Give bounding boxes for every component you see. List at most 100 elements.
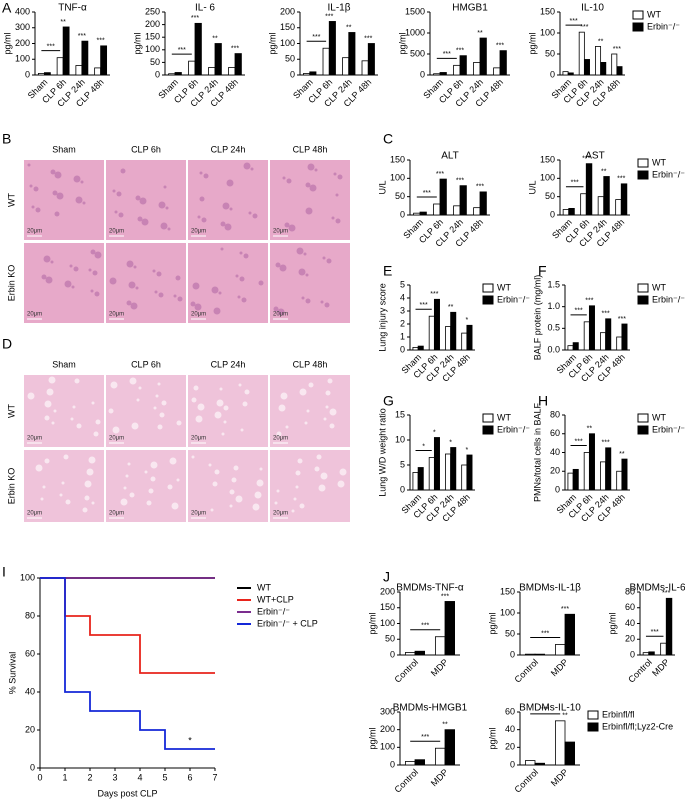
- panel-label: J: [383, 569, 390, 585]
- tissue-texture: [169, 457, 177, 465]
- chart-title: BMDMs-IL-6: [629, 583, 685, 594]
- significance-label: **: [212, 35, 218, 42]
- tissue-texture: [240, 428, 244, 432]
- y-tick-label: 300: [15, 22, 30, 32]
- y-tick-label: 20: [25, 724, 35, 734]
- significance-label: ***: [585, 298, 593, 305]
- x-tick-label: Control: [393, 657, 421, 685]
- y-tick-label: 250: [145, 6, 160, 16]
- y-tick-label: 100: [540, 27, 555, 37]
- legend-swatch: [587, 710, 599, 720]
- tissue-texture: [64, 280, 72, 288]
- scale-label: 20μm: [109, 436, 124, 442]
- bar: [450, 447, 457, 491]
- x-tick-label: MDP: [549, 657, 570, 678]
- tissue-texture: [296, 247, 304, 255]
- y-tick-label: 200: [380, 724, 395, 734]
- panel-label: A: [2, 0, 12, 16]
- bar: [194, 22, 202, 76]
- significance-label: ***: [456, 178, 464, 185]
- bar: [303, 73, 311, 76]
- y-tick-label: 300: [380, 706, 395, 716]
- tissue-texture: [165, 206, 169, 210]
- chart-title: AST: [585, 151, 604, 162]
- significance-label: **: [60, 19, 66, 26]
- legend-swatch: [637, 425, 649, 435]
- bar: [37, 73, 45, 76]
- y-axis-label: pg/ml: [2, 32, 12, 54]
- panel-label: B: [2, 131, 11, 147]
- bar: [444, 729, 456, 766]
- significance-label: *: [422, 443, 425, 450]
- tissue-texture: [120, 498, 128, 506]
- histology-image: [106, 243, 186, 323]
- y-axis-label: U/L: [377, 180, 387, 194]
- tissue-texture: [304, 421, 308, 425]
- bar: [413, 212, 421, 216]
- y-tick-label: 0: [25, 69, 30, 79]
- x-tick-label: MDP: [429, 767, 450, 788]
- significance-label: ***: [178, 47, 186, 54]
- tissue-texture: [243, 162, 251, 170]
- tissue-texture: [295, 470, 301, 476]
- bar: [595, 46, 602, 76]
- y-tick-label: 0: [400, 484, 405, 494]
- tissue-texture: [258, 280, 264, 286]
- y-axis-label: pg/ml: [607, 612, 617, 634]
- bar: [600, 461, 607, 491]
- tissue-texture: [254, 491, 262, 499]
- scale-label: 20μm: [273, 511, 288, 517]
- legend-swatch: [637, 170, 649, 180]
- chart-title: HMGB1: [452, 3, 488, 14]
- tissue-texture: [91, 401, 95, 405]
- legend-label: WT: [257, 582, 271, 592]
- tissue-texture: [131, 422, 139, 430]
- significance-label: ***: [441, 593, 449, 600]
- tissue-texture: [94, 291, 100, 297]
- legend-label: WT: [652, 282, 666, 292]
- y-tick-label: 0: [290, 69, 295, 79]
- tissue-texture: [65, 499, 71, 505]
- significance-label: **: [601, 168, 607, 175]
- x-tick-label: 0: [37, 772, 42, 782]
- bar: [439, 72, 447, 76]
- legend-label: WT: [652, 157, 666, 167]
- y-tick-label: 50: [150, 57, 160, 67]
- tissue-texture: [72, 405, 76, 409]
- significance-label: **: [619, 451, 625, 458]
- tissue-texture: [27, 392, 35, 400]
- bar: [597, 196, 605, 216]
- significance-label: ***: [618, 316, 626, 323]
- significance-label: *: [449, 439, 452, 446]
- legend-swatch: [637, 413, 649, 423]
- tissue-texture: [199, 196, 205, 202]
- significance-label: ***: [78, 33, 86, 40]
- bar: [479, 191, 487, 216]
- significance-label: ***: [97, 38, 105, 45]
- tissue-texture: [136, 398, 140, 402]
- bar: [445, 453, 452, 491]
- tissue-texture: [222, 202, 230, 210]
- bar: [414, 759, 426, 766]
- bar: [81, 40, 89, 76]
- tissue-texture: [163, 185, 167, 189]
- tissue-texture: [192, 282, 200, 290]
- tissue-texture: [221, 432, 225, 436]
- tissue-texture: [125, 474, 129, 478]
- y-tick-label: 40: [625, 618, 635, 628]
- tissue-texture: [295, 485, 299, 489]
- y-tick-label: 0: [420, 69, 425, 79]
- x-tick-label: Control: [513, 657, 541, 685]
- y-tick-label: 40: [25, 686, 35, 696]
- tissue-texture: [197, 403, 205, 411]
- significance-label: *: [466, 447, 469, 454]
- x-tick-label: 5: [162, 772, 167, 782]
- tissue-texture: [229, 489, 235, 495]
- bar: [572, 468, 579, 491]
- legend-swatch: [637, 295, 649, 305]
- tissue-texture: [33, 186, 39, 192]
- bar: [417, 467, 424, 491]
- y-tick-label: 3: [400, 305, 405, 315]
- tissue-texture: [305, 207, 313, 215]
- tissue-texture: [318, 484, 326, 492]
